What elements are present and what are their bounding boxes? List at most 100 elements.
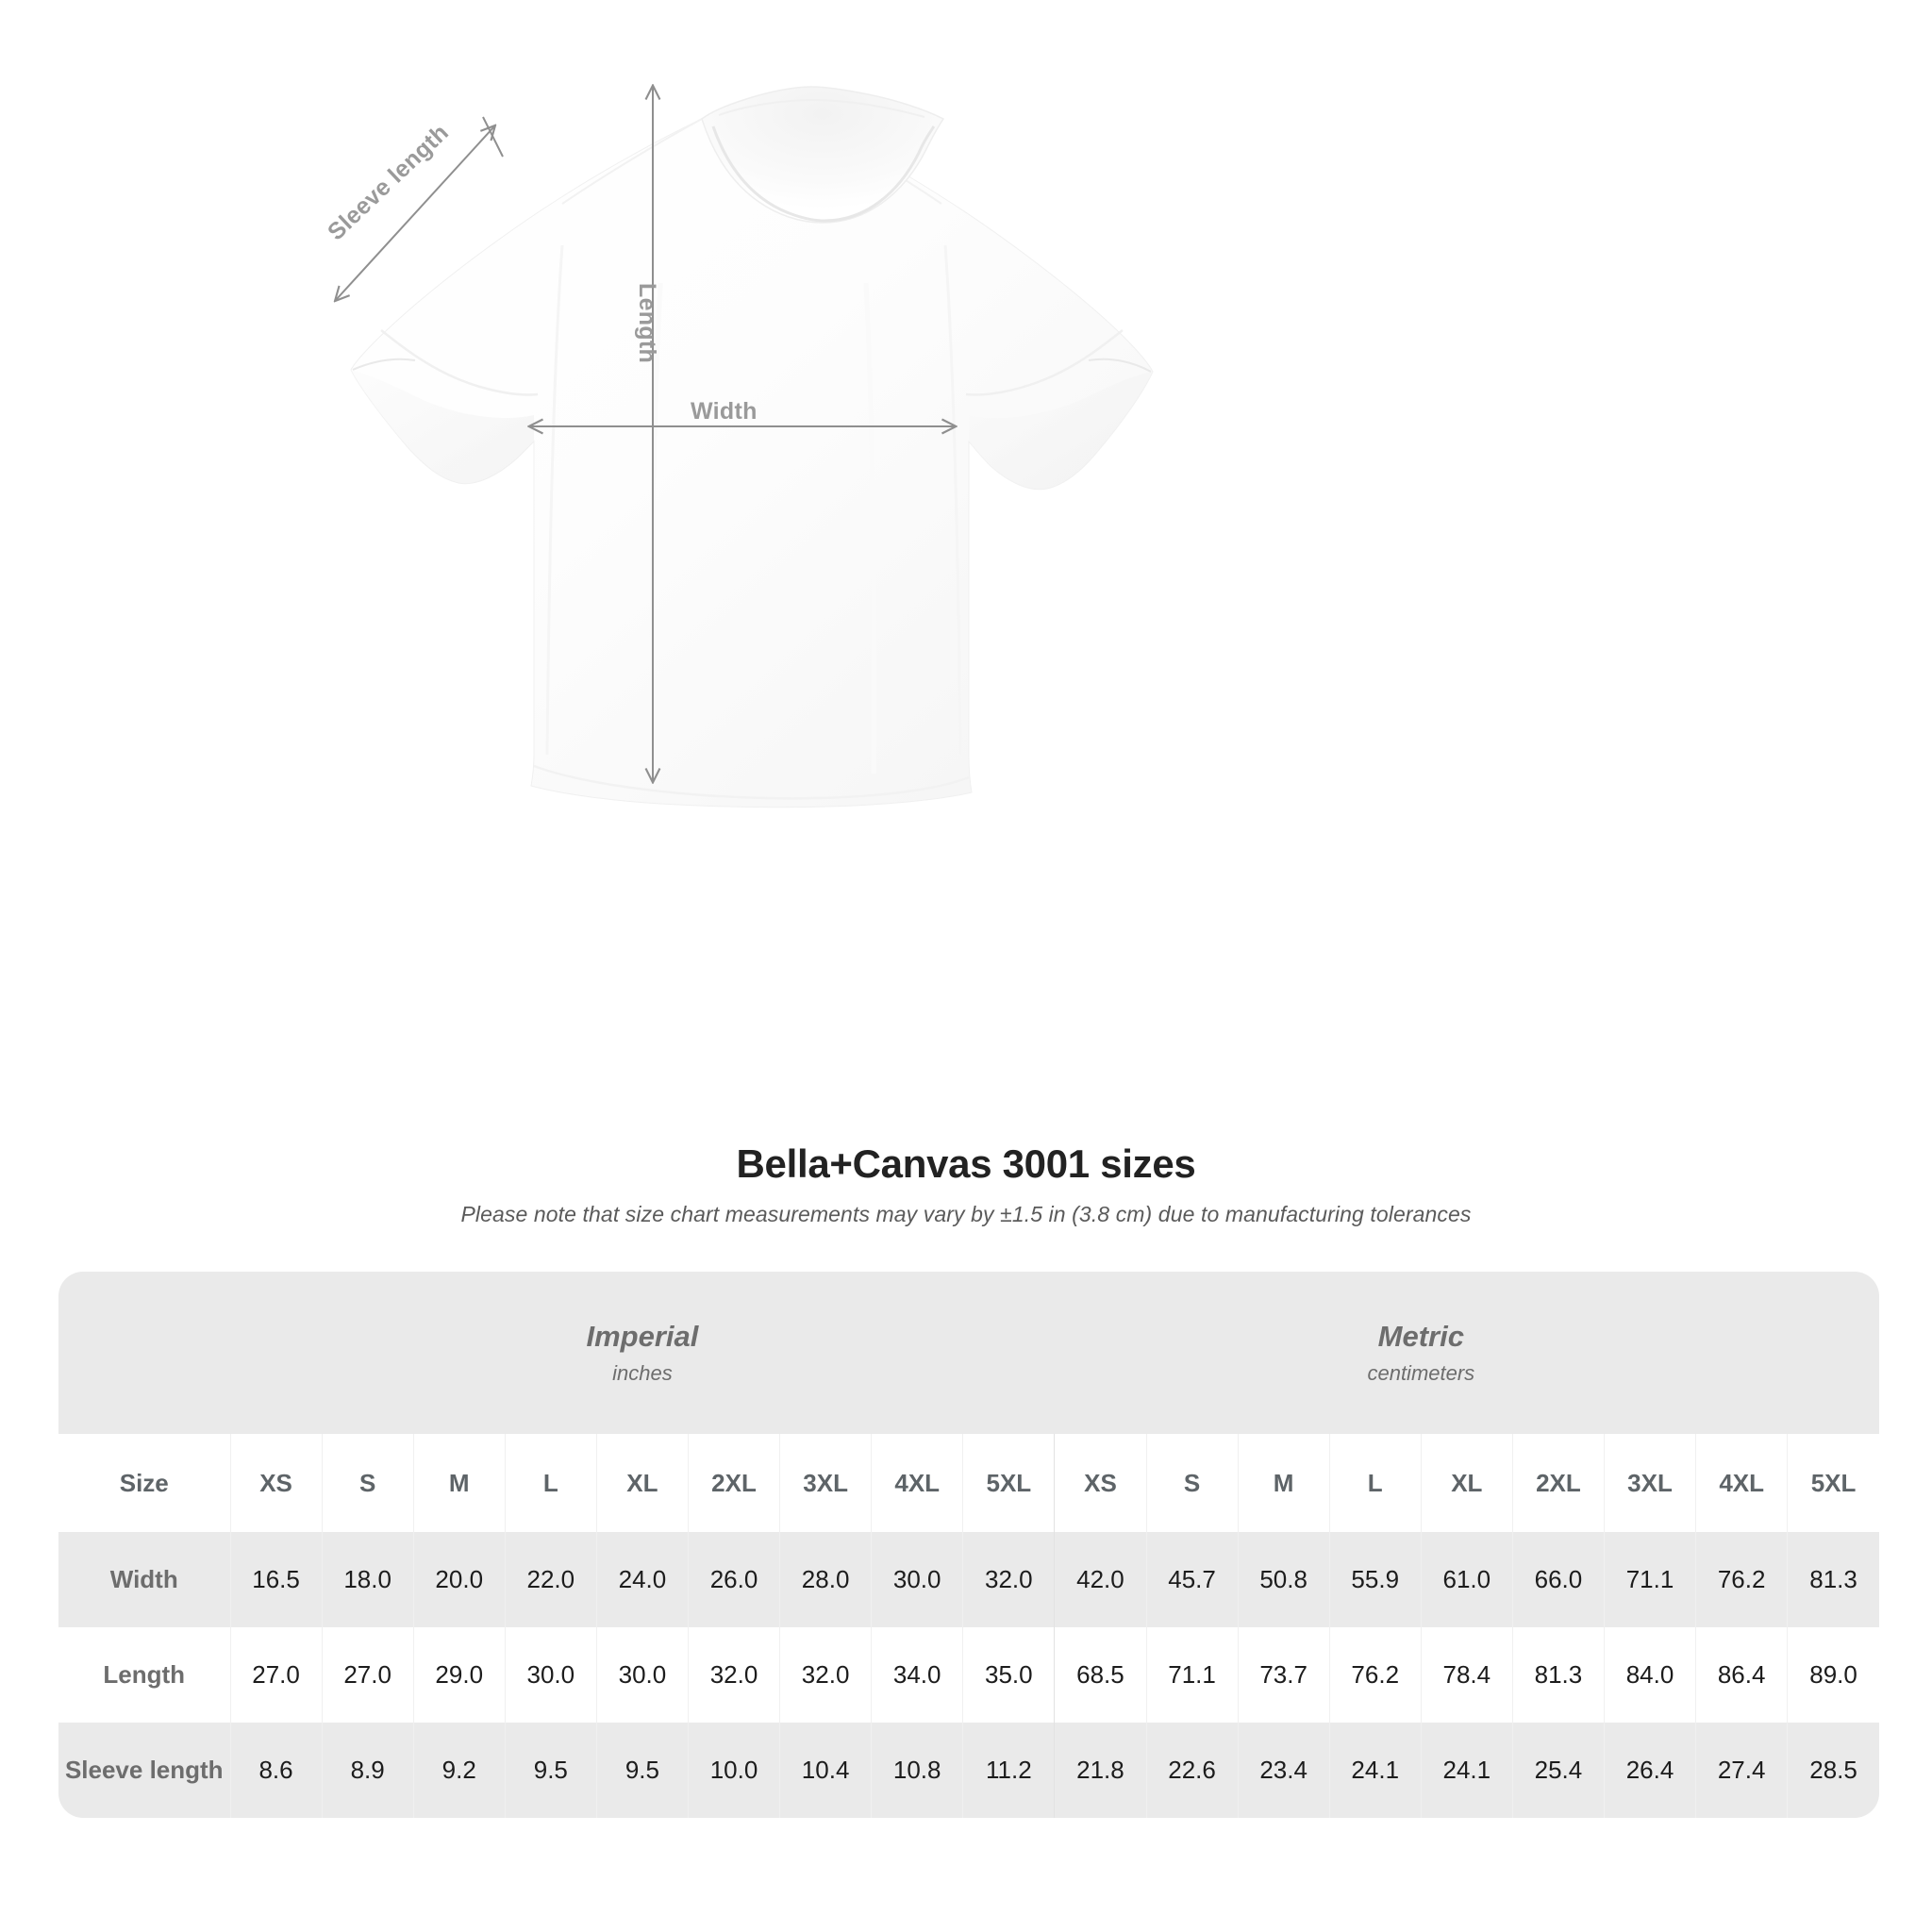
cell-width-17: 81.3 xyxy=(1787,1532,1879,1627)
size-col-15: 3XL xyxy=(1603,1434,1696,1532)
cell-sleeve-13: 24.1 xyxy=(1420,1723,1513,1818)
cell-width-13: 61.0 xyxy=(1420,1532,1513,1627)
cell-width-16: 76.2 xyxy=(1695,1532,1788,1627)
size-col-3: L xyxy=(504,1434,597,1532)
length-label: Length xyxy=(634,283,660,364)
table-row-sleeve-length: Sleeve length 8.6 8.9 9.2 9.5 9.5 10.0 1… xyxy=(58,1723,1879,1818)
cell-length-16: 86.4 xyxy=(1695,1627,1788,1723)
cell-sleeve-12: 24.1 xyxy=(1328,1723,1422,1818)
size-table: Imperial inches Metric centimeters Size … xyxy=(58,1272,1879,1818)
cell-length-2: 29.0 xyxy=(412,1627,506,1723)
cell-width-4: 24.0 xyxy=(595,1532,689,1627)
cell-width-0: 16.5 xyxy=(229,1532,323,1627)
cell-sleeve-7: 10.8 xyxy=(871,1723,963,1818)
tshirt-body-shape xyxy=(350,86,1154,808)
cell-length-15: 84.0 xyxy=(1603,1627,1696,1723)
cell-sleeve-6: 10.4 xyxy=(779,1723,872,1818)
cell-sleeve-10: 22.6 xyxy=(1145,1723,1239,1818)
group-title-imperial: Imperial xyxy=(586,1320,699,1354)
tshirt-illustration: Sleeve length Length Width xyxy=(0,0,1154,808)
row-header-width: Width xyxy=(58,1532,230,1627)
cell-sleeve-14: 25.4 xyxy=(1511,1723,1605,1818)
group-header-metric: Metric centimeters xyxy=(1054,1272,1788,1434)
cell-sleeve-1: 8.9 xyxy=(321,1723,414,1818)
row-header-length: Length xyxy=(58,1627,230,1723)
sleeve-tick-top xyxy=(482,116,504,158)
cell-length-3: 30.0 xyxy=(504,1627,597,1723)
tolerance-note: Please note that size chart measurements… xyxy=(460,1202,1472,1227)
cell-sleeve-3: 9.5 xyxy=(504,1723,597,1818)
cell-width-9: 42.0 xyxy=(1054,1532,1146,1627)
row-header-size: Size xyxy=(58,1434,230,1532)
cell-sleeve-4: 9.5 xyxy=(595,1723,689,1818)
cell-width-15: 71.1 xyxy=(1603,1532,1696,1627)
size-col-13: XL xyxy=(1420,1434,1513,1532)
group-unit-imperial: inches xyxy=(612,1361,673,1386)
cell-sleeve-9: 21.8 xyxy=(1054,1723,1146,1818)
size-col-0: XS xyxy=(229,1434,323,1532)
cell-length-1: 27.0 xyxy=(321,1627,414,1723)
cell-sleeve-15: 26.4 xyxy=(1603,1723,1696,1818)
page-title: Bella+Canvas 3001 sizes xyxy=(736,1141,1196,1186)
cell-length-17: 89.0 xyxy=(1787,1627,1879,1723)
width-label: Width xyxy=(691,398,758,425)
cell-length-0: 27.0 xyxy=(229,1627,323,1723)
cell-sleeve-11: 23.4 xyxy=(1237,1723,1330,1818)
tshirt-graphic xyxy=(0,0,1154,808)
cell-width-14: 66.0 xyxy=(1511,1532,1605,1627)
size-col-8: 5XL xyxy=(962,1434,1055,1532)
cell-length-13: 78.4 xyxy=(1420,1627,1513,1723)
cell-width-12: 55.9 xyxy=(1328,1532,1422,1627)
size-col-14: 2XL xyxy=(1511,1434,1605,1532)
cell-sleeve-17: 28.5 xyxy=(1787,1723,1879,1818)
group-title-metric: Metric xyxy=(1377,1320,1464,1354)
cell-sleeve-16: 27.4 xyxy=(1695,1723,1788,1818)
group-header-metric-end xyxy=(1787,1272,1879,1434)
cell-width-6: 28.0 xyxy=(779,1532,872,1627)
cell-width-8: 32.0 xyxy=(962,1532,1055,1627)
cell-length-12: 76.2 xyxy=(1328,1627,1422,1723)
table-row-width: Width 16.5 18.0 20.0 22.0 24.0 26.0 28.0… xyxy=(58,1532,1879,1627)
cell-sleeve-5: 10.0 xyxy=(687,1723,780,1818)
cell-width-10: 45.7 xyxy=(1145,1532,1239,1627)
cell-length-10: 71.1 xyxy=(1145,1627,1239,1723)
cell-length-9: 68.5 xyxy=(1054,1627,1146,1723)
cell-width-5: 26.0 xyxy=(687,1532,780,1627)
size-col-2: M xyxy=(412,1434,506,1532)
size-col-10: S xyxy=(1145,1434,1239,1532)
row-header-sleeve-length: Sleeve length xyxy=(58,1723,230,1818)
group-header-spacer xyxy=(58,1272,230,1434)
size-col-4: XL xyxy=(595,1434,689,1532)
cell-length-6: 32.0 xyxy=(779,1627,872,1723)
size-col-12: L xyxy=(1328,1434,1422,1532)
cell-width-11: 50.8 xyxy=(1237,1532,1330,1627)
size-col-11: M xyxy=(1237,1434,1330,1532)
size-col-7: 4XL xyxy=(871,1434,963,1532)
cell-sleeve-2: 9.2 xyxy=(412,1723,506,1818)
size-col-1: S xyxy=(321,1434,414,1532)
cell-length-4: 30.0 xyxy=(595,1627,689,1723)
cell-length-11: 73.7 xyxy=(1237,1627,1330,1723)
size-col-9: XS xyxy=(1054,1434,1146,1532)
size-header-row: Size XS S M L XL 2XL 3XL 4XL 5XL XS S M … xyxy=(58,1434,1879,1532)
cell-width-3: 22.0 xyxy=(504,1532,597,1627)
cell-width-7: 30.0 xyxy=(871,1532,963,1627)
table-row-length: Length 27.0 27.0 29.0 30.0 30.0 32.0 32.… xyxy=(58,1627,1879,1723)
group-unit-metric: centimeters xyxy=(1367,1361,1475,1386)
size-table-wrap: Imperial inches Metric centimeters Size … xyxy=(58,1272,1879,1818)
size-col-5: 2XL xyxy=(687,1434,780,1532)
cell-length-7: 34.0 xyxy=(871,1627,963,1723)
sleeve-measure-line xyxy=(336,126,494,300)
cell-width-2: 20.0 xyxy=(412,1532,506,1627)
size-col-6: 3XL xyxy=(779,1434,872,1532)
cell-width-1: 18.0 xyxy=(321,1532,414,1627)
cell-length-8: 35.0 xyxy=(962,1627,1055,1723)
size-col-16: 4XL xyxy=(1695,1434,1788,1532)
cell-length-5: 32.0 xyxy=(687,1627,780,1723)
size-col-17: 5XL xyxy=(1787,1434,1879,1532)
group-header-imperial: Imperial inches xyxy=(230,1272,1055,1434)
cell-length-14: 81.3 xyxy=(1511,1627,1605,1723)
unit-group-header-row: Imperial inches Metric centimeters xyxy=(58,1272,1879,1434)
cell-sleeve-0: 8.6 xyxy=(229,1723,323,1818)
